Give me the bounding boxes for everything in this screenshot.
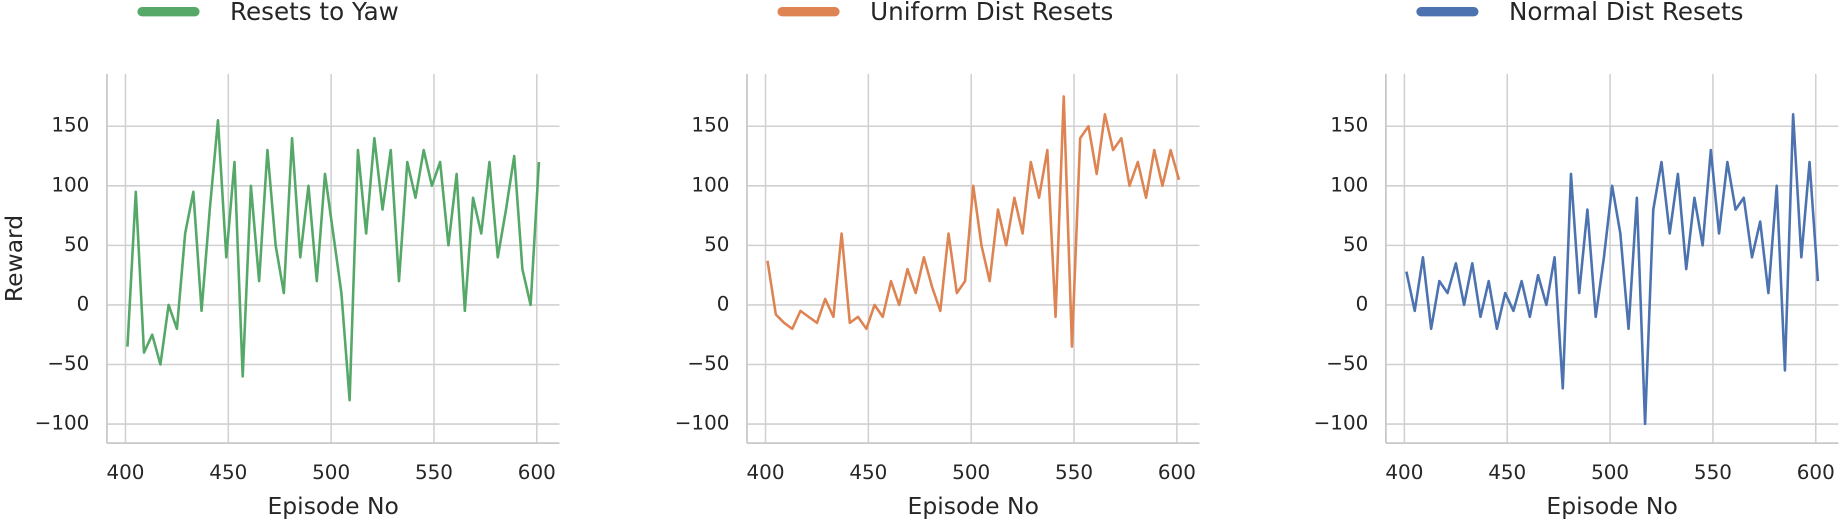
y-tick-label: 0 bbox=[1356, 292, 1369, 315]
x-tick-label: 600 bbox=[1158, 461, 1196, 484]
x-axis-label: Episode No bbox=[908, 492, 1039, 520]
y-axis-label: Reward bbox=[0, 215, 28, 302]
data-line bbox=[1405, 113, 1820, 426]
x-tick-label: 500 bbox=[952, 461, 990, 484]
y-tick-label: 0 bbox=[717, 292, 730, 315]
data-line bbox=[126, 118, 541, 402]
x-tick-label: 600 bbox=[1797, 461, 1835, 484]
x-tick-label: 500 bbox=[1591, 461, 1629, 484]
y-tick-label: −50 bbox=[47, 352, 89, 375]
y-tick-label: 100 bbox=[691, 173, 729, 196]
y-tick-label: −50 bbox=[1326, 352, 1368, 375]
x-tick-label: 550 bbox=[1694, 461, 1732, 484]
y-tick-label: −100 bbox=[675, 412, 730, 435]
x-tick-label: 400 bbox=[106, 461, 144, 484]
y-tick-label: 150 bbox=[1330, 114, 1368, 137]
y-tick-label: −100 bbox=[1314, 412, 1369, 435]
x-tick-label: 550 bbox=[415, 461, 453, 484]
y-tick-label: −50 bbox=[687, 352, 729, 375]
x-tick-label: 400 bbox=[747, 461, 785, 484]
x-tick-label: 450 bbox=[209, 461, 247, 484]
y-tick-label: 150 bbox=[691, 114, 729, 137]
x-tick-label: 500 bbox=[312, 461, 350, 484]
x-tick-label: 600 bbox=[518, 461, 556, 484]
legend-label: Resets to Yaw bbox=[230, 0, 399, 26]
x-tick-label: 450 bbox=[1488, 461, 1526, 484]
x-axis-label: Episode No bbox=[268, 492, 399, 520]
y-tick-label: 50 bbox=[64, 233, 89, 256]
x-axis-label: Episode No bbox=[1546, 492, 1677, 520]
legend-label: Uniform Dist Resets bbox=[870, 0, 1113, 26]
y-tick-label: 100 bbox=[1330, 173, 1368, 196]
y-tick-label: 100 bbox=[51, 173, 89, 196]
y-tick-label: 150 bbox=[51, 114, 89, 137]
y-tick-label: 50 bbox=[1343, 233, 1368, 256]
y-tick-label: 0 bbox=[77, 292, 90, 315]
legend-label: Normal Dist Resets bbox=[1509, 0, 1744, 26]
x-tick-label: 550 bbox=[1055, 461, 1093, 484]
x-tick-label: 450 bbox=[849, 461, 887, 484]
data-line bbox=[766, 95, 1181, 348]
x-tick-label: 400 bbox=[1385, 461, 1423, 484]
y-tick-label: 50 bbox=[704, 233, 729, 256]
y-tick-label: −100 bbox=[35, 412, 90, 435]
